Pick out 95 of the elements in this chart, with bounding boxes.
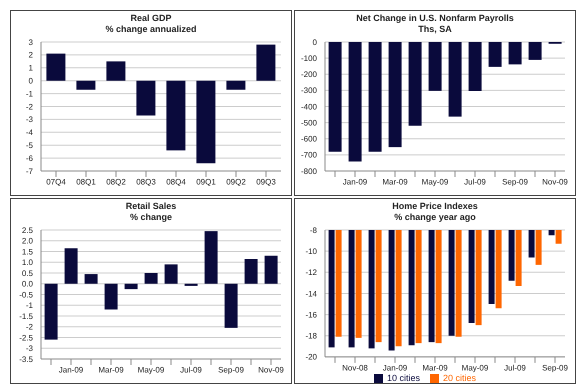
x-tick-label: 09Q1 (196, 178, 216, 187)
x-tick-label: 08Q4 (166, 178, 186, 187)
bar (224, 284, 238, 328)
x-tick-label: Nov-08 (342, 364, 368, 373)
y-tick-label: -1 (26, 89, 34, 98)
y-tick-label: -3 (26, 344, 34, 354)
bar (124, 284, 138, 290)
y-tick-label: 1.0 (22, 258, 34, 268)
bar (164, 264, 178, 284)
x-tick-label: 08Q3 (136, 178, 156, 187)
x-tick-label: 08Q2 (106, 178, 126, 187)
y-tick-label: -2.5 (19, 333, 34, 342)
x-tick-label: Jan-09 (382, 364, 408, 373)
y-tick-label: -800 (300, 166, 318, 176)
y-tick-label: 2.5 (22, 226, 34, 235)
y-tick-label: -8 (310, 226, 318, 235)
y-tick-label: 1 (28, 64, 34, 73)
x-tick-label: May-09 (422, 178, 449, 187)
x-tick-label: 08Q1 (76, 178, 96, 187)
y-tick-label: -12 (305, 268, 318, 278)
x-tick-label: Sep-09 (502, 178, 528, 187)
x-tick-label: Nov-09 (542, 178, 568, 187)
x-tick-label: 09Q2 (226, 178, 246, 187)
y-tick-label: 0 (312, 38, 318, 47)
y-tick-label: -1.5 (19, 312, 34, 321)
y-tick-label: -3.5 (19, 354, 34, 364)
bar (226, 80, 246, 90)
y-tick-label: -6 (26, 154, 34, 163)
bar (64, 248, 78, 284)
y-tick-label: 1.5 (22, 247, 34, 256)
y-tick-label: -500 (300, 118, 318, 128)
y-tick-label: -14 (305, 289, 318, 298)
x-tick-label: May-09 (138, 366, 165, 375)
chart-subtitle: Ths, SA (417, 24, 453, 35)
x-tick-label: May-09 (462, 364, 489, 373)
chart-subtitle: % change (128, 212, 173, 223)
bar (244, 259, 258, 284)
y-tick-label: -3 (26, 115, 34, 124)
x-tick-label: Jul-09 (464, 178, 486, 187)
y-tick-label: -1 (26, 301, 34, 310)
y-tick-label: 3 (28, 38, 34, 47)
x-tick-label: Nov-09 (258, 366, 284, 375)
x-tick-label: Jan-09 (342, 178, 368, 187)
x-tick-label: Jan-09 (58, 366, 84, 375)
bar (44, 284, 58, 340)
y-tick-label: -18 (305, 332, 318, 341)
chart-subtitle: % change annualized (104, 24, 198, 35)
bar (46, 54, 66, 81)
bar (196, 80, 216, 164)
x-tick-label: Jul-09 (180, 366, 202, 375)
bar (136, 80, 156, 116)
chart-title: Real GDP (129, 13, 172, 24)
bar (104, 284, 118, 310)
bar (166, 80, 186, 150)
x-tick-label: Mar-09 (382, 178, 408, 187)
y-tick-label: -600 (300, 134, 318, 144)
y-tick-label: -0.5 (19, 290, 34, 300)
bar (204, 231, 218, 284)
y-tick-label: -16 (305, 310, 318, 320)
y-tick-label: -100 (300, 54, 318, 63)
bar (144, 273, 158, 284)
y-tick-label: -4 (26, 128, 34, 138)
y-tick-label: -2 (26, 322, 34, 332)
y-tick-label: -700 (300, 150, 318, 160)
y-tick-label: 0 (28, 76, 34, 86)
bar (84, 274, 98, 284)
y-tick-label: -10 (305, 246, 318, 256)
bar (76, 80, 96, 90)
x-tick-label: Sep-09 (218, 366, 244, 375)
x-tick-label: Sep-09 (542, 364, 568, 373)
y-tick-label: -200 (300, 70, 318, 80)
y-tick-label: -400 (300, 102, 318, 112)
y-tick-label: 2.0 (22, 236, 34, 246)
x-tick-label: Jul-09 (504, 364, 526, 373)
x-tick-label: Mar-09 (422, 364, 448, 373)
chart-title: Net Change in U.S. Nonfarm Payrolls (355, 13, 515, 24)
y-tick-label: -7 (26, 166, 34, 176)
x-tick-label: 07Q4 (46, 178, 66, 187)
bar (264, 256, 278, 284)
bar (106, 61, 126, 81)
chart-title: Home Price Indexes (391, 201, 479, 212)
legend-label: 20 cities (443, 372, 476, 383)
y-tick-label: -2 (26, 102, 34, 112)
y-tick-label: 0.5 (22, 268, 34, 278)
y-tick-label: -300 (300, 86, 318, 96)
y-tick-label: -5 (26, 141, 34, 150)
legend-label: 10 cities (386, 372, 420, 383)
x-tick-label: 09Q3 (256, 178, 276, 187)
x-tick-label: Mar-09 (98, 366, 124, 375)
y-tick-label: 0.0 (22, 280, 34, 289)
chart-subtitle: % change year ago (393, 212, 477, 223)
y-tick-label: -20 (305, 352, 318, 362)
y-tick-label: 2 (28, 50, 34, 60)
bar (256, 44, 276, 81)
chart-title: Retail Sales (124, 201, 178, 212)
